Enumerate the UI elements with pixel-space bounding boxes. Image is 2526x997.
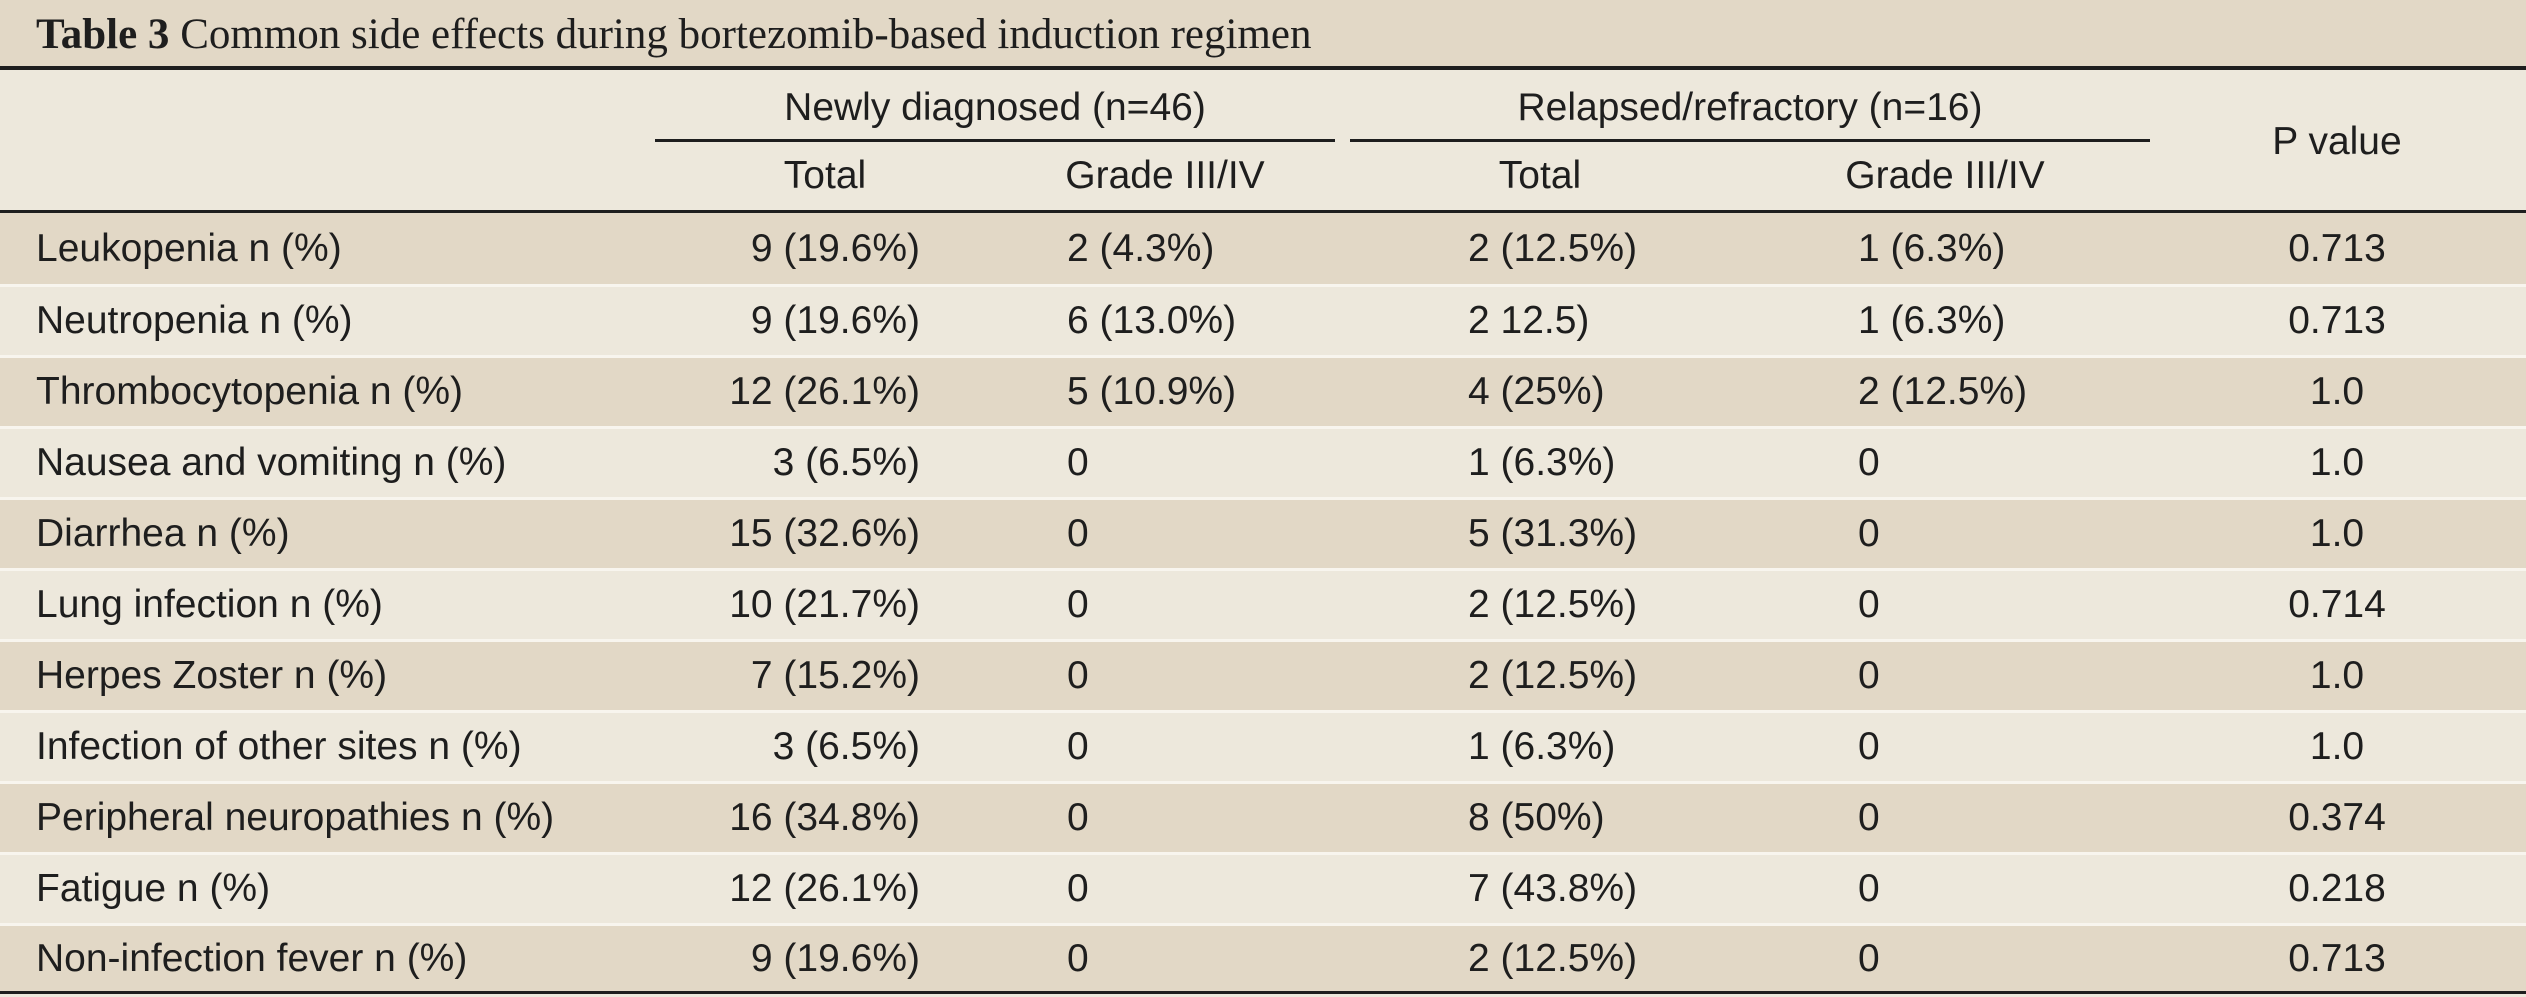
table-row: Herpes Zoster n (%) 7 (15.2%) 0 2 (12.5%) 0 1… [0, 639, 2526, 710]
table-row: Infection of other sites n (%) 3 (6.5%) 0 1… [0, 710, 2526, 781]
table-row: Lung infection n (%) 10 (21.7%) 0 2 (12.5%)… [0, 568, 2526, 639]
cell-newly-diagnosed-grade: 0 [1067, 867, 1089, 910]
table-row: Nausea and vomiting n (%) 3 (6.5%) 0 1 (6.3… [0, 426, 2526, 497]
cell-side-effect: Fatigue n (%) [36, 867, 271, 910]
table-row: Fatigue n (%) 12 (26.1%) 0 7 (43.8%) 0 0.218 [0, 852, 2526, 923]
table-row: Neutropenia n (%) 9 (19.6%) 6 (13.0%) 2 12.… [0, 284, 2526, 355]
cell-side-effect: Infection of other sites n (%) [36, 725, 522, 768]
cell-relapsed-total: 2 (12.5%) [1468, 226, 1638, 270]
cell-side-effect: Neutropenia n (%) [36, 299, 353, 342]
cell-relapsed-total: 2 (12.5%) [1468, 583, 1638, 626]
cell-side-effect: Thrombocytopenia n (%) [36, 370, 464, 413]
cell-newly-diagnosed-total: 16 (34.8%) [729, 796, 920, 839]
group-rule-relapsed-refractory [1350, 139, 2150, 142]
cell-relapsed-grade: 0 [1858, 867, 1880, 910]
cell-relapsed-grade: 1 (6.3%) [1858, 226, 2006, 270]
column-header-rr-total: Total [1498, 154, 1582, 197]
cell-newly-diagnosed-grade: 0 [1067, 654, 1089, 697]
table-body: Leukopenia n (%) 9 (19.6%) 2 (4.3%) 2 (12.5… [0, 213, 2526, 994]
cell-relapsed-grade: 0 [1858, 583, 1880, 626]
cell-relapsed-total: 8 (50%) [1468, 796, 1605, 839]
cell-p-value: 0.713 [2288, 299, 2386, 342]
cell-newly-diagnosed-total: 9 (19.6%) [750, 936, 920, 980]
cell-relapsed-grade: 0 [1858, 725, 1880, 768]
cell-p-value: 1.0 [2309, 725, 2365, 768]
cell-relapsed-total: 5 (31.3%) [1468, 512, 1638, 555]
cell-p-value: 0.713 [2288, 936, 2386, 980]
table-row: Thrombocytopenia n (%) 12 (26.1%) 5 (10.9%… [0, 355, 2526, 426]
table-caption: Table 3 Common side effects during borte… [0, 0, 2526, 70]
table-row: Peripheral neuropathies n (%) 16 (34.8%) 0… [0, 781, 2526, 852]
cell-p-value: 0.374 [2288, 796, 2386, 839]
cell-relapsed-total: 2 (12.5%) [1468, 936, 1638, 980]
cell-p-value: 1.0 [2309, 512, 2365, 555]
table-row: Non-infection fever n (%) 9 (19.6%) 0 2 (12… [0, 923, 2526, 994]
cell-newly-diagnosed-grade: 0 [1067, 441, 1089, 484]
cell-newly-diagnosed-grade: 0 [1067, 936, 1089, 980]
table-row: Leukopenia n (%) 9 (19.6%) 2 (4.3%) 2 (12.5… [0, 213, 2526, 284]
cell-relapsed-grade: 0 [1858, 441, 1880, 484]
cell-side-effect: Diarrhea n (%) [36, 512, 290, 555]
cell-p-value: 0.714 [2288, 583, 2386, 626]
cell-newly-diagnosed-total: 15 (32.6%) [729, 512, 920, 555]
cell-relapsed-total: 1 (6.3%) [1468, 441, 1616, 484]
cell-newly-diagnosed-total: 3 (6.5%) [772, 725, 920, 768]
table-header: Newly diagnosed (n=46) Relapsed/refracto… [0, 70, 2526, 213]
cell-newly-diagnosed-grade: 0 [1067, 583, 1089, 626]
cell-relapsed-grade: 1 (6.3%) [1858, 299, 2006, 342]
cell-relapsed-total: 2 (12.5%) [1468, 654, 1638, 697]
cell-relapsed-total: 4 (25%) [1468, 370, 1605, 413]
cell-p-value: 0.218 [2288, 867, 2386, 910]
cell-p-value: 1.0 [2309, 370, 2365, 413]
cell-newly-diagnosed-grade: 0 [1067, 512, 1089, 555]
cell-newly-diagnosed-total: 3 (6.5%) [772, 441, 920, 484]
cell-newly-diagnosed-total: 10 (21.7%) [729, 583, 920, 626]
cell-newly-diagnosed-total: 9 (19.6%) [750, 226, 920, 270]
cell-side-effect: Lung infection n (%) [36, 583, 383, 626]
group-header-newly-diagnosed: Newly diagnosed (n=46) [784, 86, 1206, 129]
cell-p-value: 1.0 [2309, 441, 2365, 484]
group-header-relapsed-refractory: Relapsed/refractory (n=16) [1517, 86, 1983, 129]
cell-p-value: 1.0 [2309, 654, 2365, 697]
table-title: Common side effects during bortezomib-ba… [169, 11, 1312, 58]
cell-relapsed-total: 1 (6.3%) [1468, 725, 1616, 768]
cell-relapsed-grade: 2 (12.5%) [1858, 370, 2028, 413]
cell-newly-diagnosed-total: 9 (19.6%) [750, 299, 920, 342]
column-header-nd-total: Total [783, 154, 867, 197]
cell-newly-diagnosed-grade: 0 [1067, 725, 1089, 768]
cell-newly-diagnosed-total: 12 (26.1%) [729, 370, 920, 413]
group-rule-newly-diagnosed [655, 139, 1335, 142]
cell-newly-diagnosed-grade: 2 (4.3%) [1067, 226, 1215, 270]
column-header-rr-grade: Grade III/IV [1845, 154, 2045, 197]
cell-newly-diagnosed-total: 12 (26.1%) [729, 867, 920, 910]
cell-relapsed-grade: 0 [1858, 936, 1880, 980]
cell-p-value: 0.713 [2288, 226, 2386, 270]
cell-side-effect: Nausea and vomiting n (%) [36, 441, 507, 484]
cell-relapsed-grade: 0 [1858, 654, 1880, 697]
cell-side-effect: Peripheral neuropathies n (%) [36, 796, 555, 839]
column-header-p-value: P value [2272, 120, 2402, 163]
table-row: Diarrhea n (%) 15 (32.6%) 0 5 (31.3%) 0 1.0 [0, 497, 2526, 568]
cell-newly-diagnosed-grade: 0 [1067, 796, 1089, 839]
cell-newly-diagnosed-grade: 5 (10.9%) [1067, 370, 1237, 413]
cell-side-effect: Herpes Zoster n (%) [36, 654, 388, 697]
cell-relapsed-grade: 0 [1858, 512, 1880, 555]
cell-newly-diagnosed-grade: 6 (13.0%) [1067, 299, 1237, 342]
table-label: Table 3 [36, 11, 170, 58]
cell-side-effect: Non-infection fever n (%) [36, 936, 468, 980]
cell-relapsed-grade: 0 [1858, 796, 1880, 839]
cell-newly-diagnosed-total: 7 (15.2%) [750, 654, 920, 697]
cell-side-effect: Leukopenia n (%) [36, 226, 342, 270]
column-header-nd-grade: Grade III/IV [1065, 154, 1265, 197]
cell-relapsed-total: 2 12.5) [1468, 299, 1590, 342]
cell-relapsed-total: 7 (43.8%) [1468, 867, 1638, 910]
